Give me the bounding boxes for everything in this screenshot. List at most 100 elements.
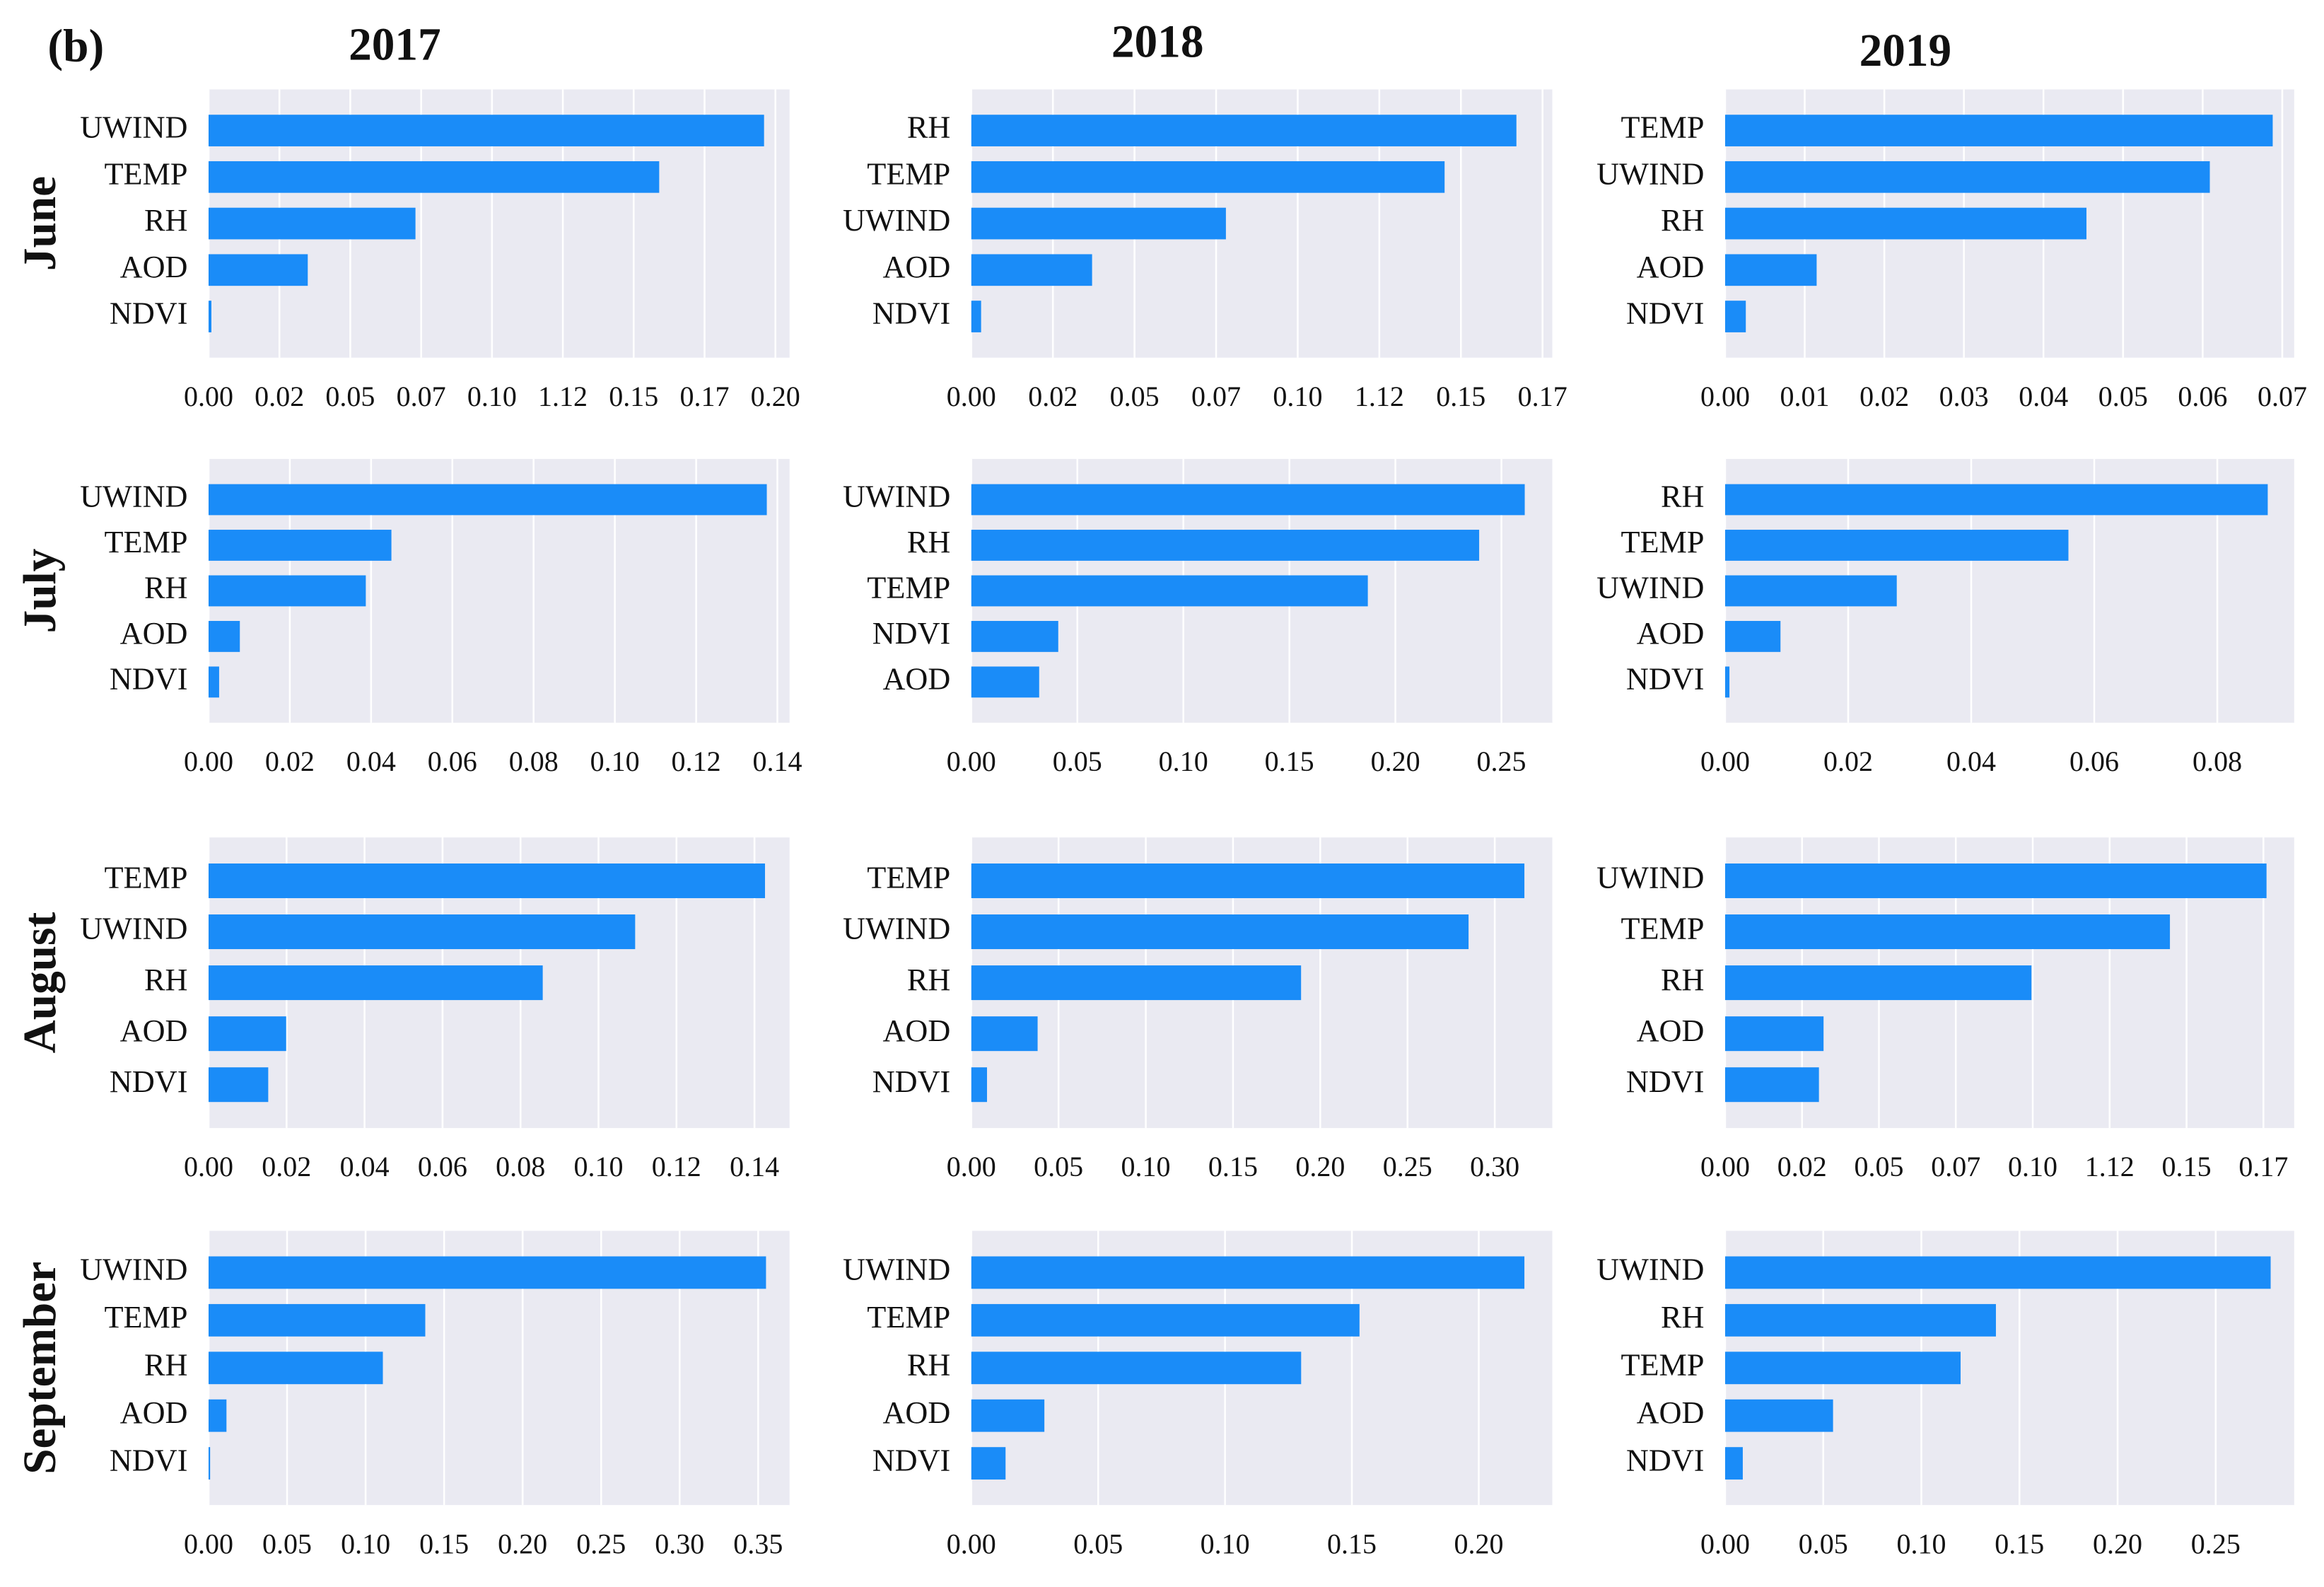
bar bbox=[208, 1256, 766, 1289]
y-tick-label: RH bbox=[144, 963, 187, 997]
x-tick-label: 0.10 bbox=[1273, 380, 1322, 412]
x-tick-label: 1.12 bbox=[1355, 380, 1404, 412]
y-tick-label: NDVI bbox=[110, 1443, 188, 1477]
x-tick-label: 0.02 bbox=[1823, 745, 1873, 777]
y-tick-label: NDVI bbox=[1626, 1064, 1705, 1099]
y-tick-label: NDVI bbox=[110, 662, 188, 697]
bar bbox=[971, 965, 1302, 1001]
bar bbox=[208, 1016, 286, 1052]
x-tick-label: 0.02 bbox=[262, 1151, 311, 1182]
x-tick-label: 0.08 bbox=[2192, 745, 2242, 777]
bar bbox=[208, 1399, 227, 1432]
bar bbox=[208, 254, 308, 286]
bar bbox=[208, 965, 543, 1001]
bar bbox=[1724, 254, 1817, 286]
x-tick-label: 0.00 bbox=[184, 380, 233, 412]
bar bbox=[208, 666, 219, 698]
bar bbox=[208, 1303, 426, 1337]
x-tick-label: 0.05 bbox=[1854, 1151, 1903, 1182]
y-tick-label: TEMP bbox=[105, 861, 188, 895]
x-tick-label: 0.02 bbox=[265, 745, 315, 777]
bar bbox=[971, 1067, 988, 1103]
y-tick-label: NDVI bbox=[872, 1064, 951, 1099]
x-tick-label: 0.06 bbox=[2069, 745, 2119, 777]
bar bbox=[971, 575, 1368, 607]
y-tick-label: TEMP bbox=[1621, 1347, 1704, 1382]
y-tick-label: UWIND bbox=[1596, 861, 1704, 895]
y-tick-label: NDVI bbox=[1626, 1443, 1705, 1477]
bar bbox=[971, 1303, 1360, 1337]
x-tick-label: 0.04 bbox=[1946, 745, 1996, 777]
bar bbox=[1724, 575, 1897, 607]
x-tick-label: 0.07 bbox=[397, 380, 446, 412]
bar bbox=[971, 115, 1517, 146]
y-tick-label: TEMP bbox=[1621, 525, 1704, 559]
x-tick-label: 0.05 bbox=[2098, 380, 2148, 412]
y-tick-label: TEMP bbox=[867, 1300, 950, 1335]
x-tick-label: 0.02 bbox=[1777, 1151, 1827, 1182]
y-tick-label: UWIND bbox=[80, 912, 187, 946]
y-tick-label: UWIND bbox=[843, 203, 950, 238]
x-tick-label: 0.35 bbox=[733, 1528, 783, 1559]
x-tick-label: 0.06 bbox=[428, 745, 477, 777]
x-tick-label: 0.05 bbox=[1799, 1528, 1848, 1559]
y-tick-label: TEMP bbox=[867, 571, 950, 605]
bar bbox=[1724, 161, 2210, 193]
x-tick-label: 0.25 bbox=[576, 1528, 626, 1559]
x-tick-label: 0.04 bbox=[340, 1151, 390, 1182]
bar bbox=[971, 863, 1525, 898]
y-tick-label: AOD bbox=[1637, 616, 1705, 651]
bar bbox=[208, 484, 767, 516]
x-tick-label: 0.02 bbox=[1028, 380, 1078, 412]
bar bbox=[971, 301, 981, 332]
y-tick-label: RH bbox=[144, 571, 187, 605]
x-tick-label: 0.05 bbox=[1053, 745, 1102, 777]
y-tick-label: UWIND bbox=[1596, 571, 1704, 605]
bar bbox=[971, 530, 1480, 561]
bar bbox=[1724, 1016, 1824, 1052]
y-tick-label: TEMP bbox=[867, 156, 950, 191]
x-tick-label: 0.17 bbox=[2238, 1151, 2288, 1182]
bar bbox=[1724, 530, 2069, 561]
x-tick-label: 0.15 bbox=[1208, 1151, 1258, 1182]
y-tick-label: TEMP bbox=[105, 156, 188, 191]
bar bbox=[1724, 620, 1781, 652]
y-tick-label: AOD bbox=[1637, 250, 1705, 284]
bar bbox=[1724, 965, 2032, 1001]
bar bbox=[1724, 863, 2267, 898]
bar bbox=[208, 620, 240, 652]
x-tick-label: 0.15 bbox=[609, 380, 658, 412]
y-tick-label: UWIND bbox=[843, 912, 950, 946]
x-tick-label: 0.15 bbox=[419, 1528, 469, 1559]
y-tick-label: NDVI bbox=[872, 1443, 951, 1477]
y-tick-label: RH bbox=[1661, 203, 1704, 238]
bar bbox=[1724, 301, 1746, 332]
y-tick-label: UWIND bbox=[80, 479, 187, 514]
y-tick-label: AOD bbox=[120, 1013, 188, 1048]
x-tick-label: 0.01 bbox=[1780, 380, 1830, 412]
bar bbox=[1724, 484, 2268, 516]
y-tick-label: NDVI bbox=[1626, 296, 1705, 331]
x-tick-label: 0.17 bbox=[1518, 380, 1567, 412]
y-tick-label: UWIND bbox=[1596, 156, 1704, 191]
bar bbox=[208, 863, 765, 898]
y-tick-label: TEMP bbox=[1621, 912, 1704, 946]
bar bbox=[971, 666, 1039, 698]
y-tick-label: AOD bbox=[882, 1013, 950, 1048]
x-tick-label: 0.14 bbox=[730, 1151, 779, 1182]
y-tick-label: AOD bbox=[882, 1395, 950, 1430]
column-title: 2017 bbox=[349, 20, 441, 71]
bar bbox=[208, 161, 660, 193]
y-tick-label: RH bbox=[907, 110, 950, 145]
x-tick-label: 0.15 bbox=[1995, 1528, 2044, 1559]
bar bbox=[208, 914, 636, 950]
bar bbox=[971, 620, 1058, 652]
x-tick-label: 0.06 bbox=[2178, 380, 2227, 412]
x-tick-label: 0.02 bbox=[1859, 380, 1909, 412]
x-tick-label: 0.08 bbox=[496, 1151, 545, 1182]
x-tick-label: 0.15 bbox=[1265, 745, 1314, 777]
x-tick-label: 0.10 bbox=[341, 1528, 390, 1559]
bar bbox=[208, 207, 416, 240]
